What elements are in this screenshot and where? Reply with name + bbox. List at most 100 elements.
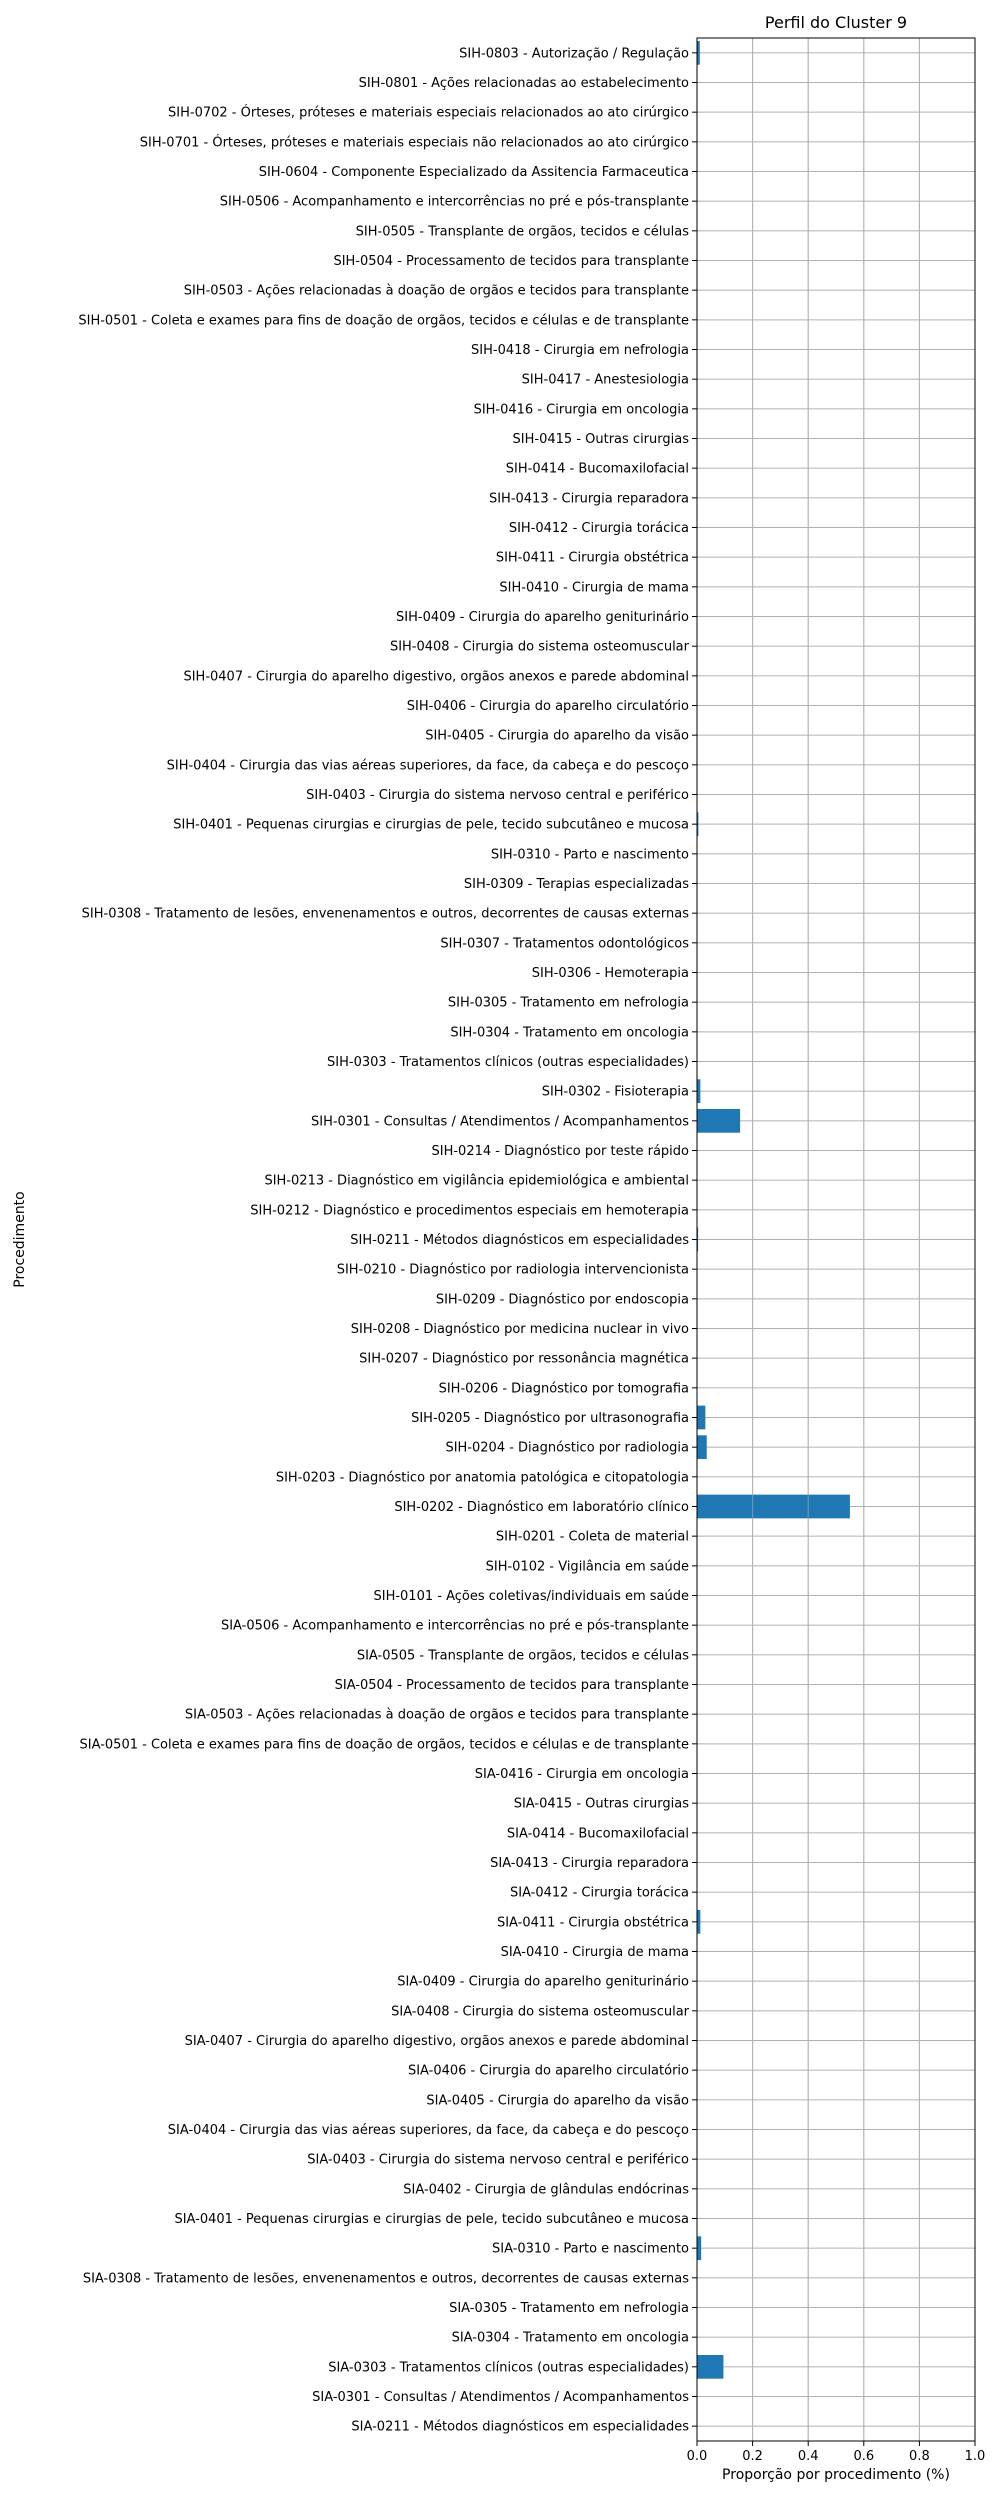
y-tick-label: SIH-0416 - Cirurgia em oncologia — [474, 402, 689, 417]
y-tick-label: SIH-0212 - Diagnóstico e procedimentos e… — [250, 1203, 689, 1218]
y-tick-label: SIH-0202 - Diagnóstico em laboratório cl… — [394, 1500, 689, 1515]
y-tick-label: SIH-0206 - Diagnóstico por tomografia — [439, 1381, 689, 1396]
y-tick-label: SIH-0305 - Tratamento em nefrologia — [448, 996, 689, 1011]
chart-title: Perfil do Cluster 9 — [765, 13, 907, 32]
y-tick-label: SIH-0801 - Ações relacionadas ao estabel… — [359, 76, 689, 91]
y-tick-label: SIH-0302 - Fisioterapia — [542, 1085, 689, 1100]
bar — [697, 2354, 724, 2379]
bar — [697, 1405, 706, 1430]
y-tick-label: SIH-0604 - Componente Especializado da A… — [259, 165, 689, 180]
y-tick-label: SIA-0409 - Cirurgia do aparelho genituri… — [397, 1975, 689, 1990]
y-tick-label: SIH-0417 - Anestesiologia — [522, 373, 689, 388]
y-tick-label: SIH-0401 - Pequenas cirurgias e cirurgia… — [173, 818, 689, 833]
x-tick-label: 0.8 — [909, 2449, 930, 2464]
y-tick-label: SIH-0406 - Cirurgia do aparelho circulat… — [407, 699, 689, 714]
y-tick-label: SIA-0505 - Transplante de orgãos, tecido… — [357, 1648, 689, 1663]
y-tick-label: SIA-0304 - Tratamento em oncologia — [452, 2331, 689, 2346]
y-tick-label: SIA-0402 - Cirurgia de glândulas endócri… — [403, 2182, 689, 2197]
x-tick-label: 0.0 — [687, 2449, 708, 2464]
x-tick-label: 0.2 — [742, 2449, 763, 2464]
y-tick-label: SIA-0303 - Tratamentos clínicos (outras … — [328, 2360, 689, 2375]
y-tick-label: SIH-0213 - Diagnóstico em vigilância epi… — [264, 1174, 689, 1189]
y-tick-label: SIA-0411 - Cirurgia obstétrica — [497, 1915, 689, 1930]
y-tick-label: SIH-0102 - Vigilância em saúde — [486, 1559, 689, 1574]
y-tick-label: SIH-0208 - Diagnóstico por medicina nucl… — [351, 1322, 689, 1337]
x-tick-label: 1.0 — [965, 2449, 986, 2464]
y-tick-label: SIH-0101 - Ações coletivas/individuais e… — [373, 1589, 689, 1604]
y-tick-label: SIH-0409 - Cirurgia do aparelho genituri… — [396, 610, 689, 625]
y-tick-labels: SIH-0803 - Autorização / Regulação SIH-08… — [78, 46, 697, 2435]
y-tick-label: SIH-0306 - Hemoterapia — [532, 966, 689, 981]
y-tick-label: SIH-0411 - Cirurgia obstétrica — [496, 551, 689, 566]
x-tick-labels: 0.0 0.2 0.4 0.6 0.8 1.0 — [687, 2441, 986, 2464]
y-tick-label: SIH-0504 - Processamento de tecidos para… — [333, 254, 689, 269]
y-tick-label: SIA-0406 - Cirurgia do aparelho circulat… — [408, 2064, 689, 2079]
y-tick-label: SIA-0503 - Ações relacionadas à doação d… — [185, 1708, 689, 1723]
y-tick-label: SIA-0310 - Parto e nascimento — [492, 2242, 689, 2257]
y-tick-label: SIH-0405 - Cirurgia do aparelho da visão — [425, 729, 689, 744]
y-tick-label: SIH-0205 - Diagnóstico por ultrasonograf… — [411, 1411, 689, 1426]
y-tick-label: SIH-0304 - Tratamento em oncologia — [450, 1025, 689, 1040]
y-tick-label: SIA-0506 - Acompanhamento e intercorrênc… — [221, 1619, 689, 1634]
grid — [696, 38, 976, 2441]
y-tick-label: SIA-0407 - Cirurgia do aparelho digestiv… — [185, 2034, 689, 2049]
y-tick-label: SIH-0407 - Cirurgia do aparelho digestiv… — [183, 669, 689, 684]
y-tick-label: SIA-0401 - Pequenas cirurgias e cirurgia… — [174, 2212, 689, 2227]
y-tick-label: SIH-0210 - Diagnóstico por radiologia in… — [337, 1263, 689, 1278]
x-tick-label: 0.4 — [798, 2449, 819, 2464]
y-tick-label: SIH-0204 - Diagnóstico por radiologia — [445, 1441, 689, 1456]
plot-frame — [696, 37, 976, 2442]
y-tick-label: SIH-0308 - Tratamento de lesões, envenen… — [82, 907, 690, 922]
y-tick-label: SIH-0310 - Parto e nascimento — [491, 847, 689, 862]
y-tick-label: SIH-0413 - Cirurgia reparadora — [489, 491, 689, 506]
y-tick-label: SIH-0501 - Coleta e exames para fins de … — [78, 313, 689, 328]
y-tick-label: SIH-0506 - Acompanhamento e intercorrênc… — [220, 195, 689, 210]
y-tick-label: SIH-0403 - Cirurgia do sistema nervoso c… — [306, 788, 689, 803]
x-tick-label: 0.6 — [853, 2449, 874, 2464]
y-tick-label: SIA-0504 - Processamento de tecidos para… — [335, 1678, 689, 1693]
y-tick-label: SIA-0404 - Cirurgia das vias aéreas supe… — [168, 2123, 689, 2138]
y-tick-label: SIH-0307 - Tratamentos odontológicos — [440, 936, 689, 951]
y-tick-label: SIH-0211 - Métodos diagnósticos em espec… — [350, 1233, 689, 1248]
y-tick-label: SIH-0203 - Diagnóstico por anatomia pato… — [276, 1470, 689, 1485]
y-tick-label: SIA-0501 - Coleta e exames para fins de … — [80, 1737, 689, 1752]
y-tick-label: SIH-0415 - Outras cirurgias — [513, 432, 690, 447]
y-tick-label: SIH-0214 - Diagnóstico por teste rápido — [432, 1144, 690, 1159]
bar — [697, 1108, 741, 1133]
bar — [697, 1227, 699, 1252]
y-tick-label: SIA-0308 - Tratamento de lesões, envenen… — [83, 2271, 689, 2286]
y-tick-label: SIA-0405 - Cirurgia do aparelho da visão — [426, 2093, 689, 2108]
bar — [697, 40, 700, 65]
y-tick-label: SIH-0505 - Transplante de orgãos, tecido… — [356, 224, 690, 239]
bar — [697, 1079, 701, 1104]
y-tick-label: SIA-0408 - Cirurgia do sistema osteomusc… — [391, 2004, 690, 2019]
y-tick-label: SIA-0211 - Métodos diagnósticos em espec… — [351, 2420, 689, 2435]
y-tick-label: SIA-0301 - Consultas / Atendimentos / Ac… — [312, 2390, 689, 2405]
bar — [697, 812, 699, 837]
bar — [697, 1435, 707, 1460]
y-tick-label: SIA-0305 - Tratamento em nefrologia — [449, 2301, 689, 2316]
bar — [697, 2236, 702, 2261]
bar — [697, 1494, 850, 1519]
y-tick-label: SIH-0803 - Autorização / Regulação — [459, 46, 689, 61]
y-axis-title: Procedimento — [12, 1191, 28, 1287]
y-tick-label: SIA-0413 - Cirurgia reparadora — [490, 1856, 689, 1871]
y-tick-label: SIH-0207 - Diagnóstico por ressonância m… — [359, 1352, 689, 1367]
y-tick-label: SIH-0503 - Ações relacionadas à doação d… — [184, 284, 689, 299]
y-tick-label: SIH-0209 - Diagnóstico por endoscopia — [436, 1292, 689, 1307]
bar — [697, 1909, 701, 1934]
y-tick-label: SIA-0410 - Cirurgia de mama — [501, 1945, 689, 1960]
y-tick-label: SIH-0702 - Órteses, próteses e materiais… — [168, 105, 689, 121]
y-tick-label: SIA-0416 - Cirurgia em oncologia — [475, 1767, 689, 1782]
y-tick-label: SIH-0408 - Cirurgia do sistema osteomusc… — [390, 640, 690, 655]
y-tick-label: SIH-0201 - Coleta de material — [496, 1530, 689, 1545]
y-tick-label: SIH-0410 - Cirurgia de mama — [499, 580, 689, 595]
y-tick-label: SIA-0403 - Cirurgia do sistema nervoso c… — [307, 2153, 689, 2168]
y-tick-label: SIH-0301 - Consultas / Atendimentos / Ac… — [311, 1114, 689, 1129]
y-tick-label: SIH-0404 - Cirurgia das vias aéreas supe… — [167, 758, 689, 773]
y-tick-label: SIH-0309 - Terapias especializadas — [464, 877, 689, 892]
y-tick-label: SIH-0412 - Cirurgia torácica — [509, 521, 689, 536]
y-tick-label: SIH-0303 - Tratamentos clínicos (outras … — [327, 1055, 689, 1070]
y-tick-label: SIH-0701 - Órteses, próteses e materiais… — [140, 134, 689, 150]
